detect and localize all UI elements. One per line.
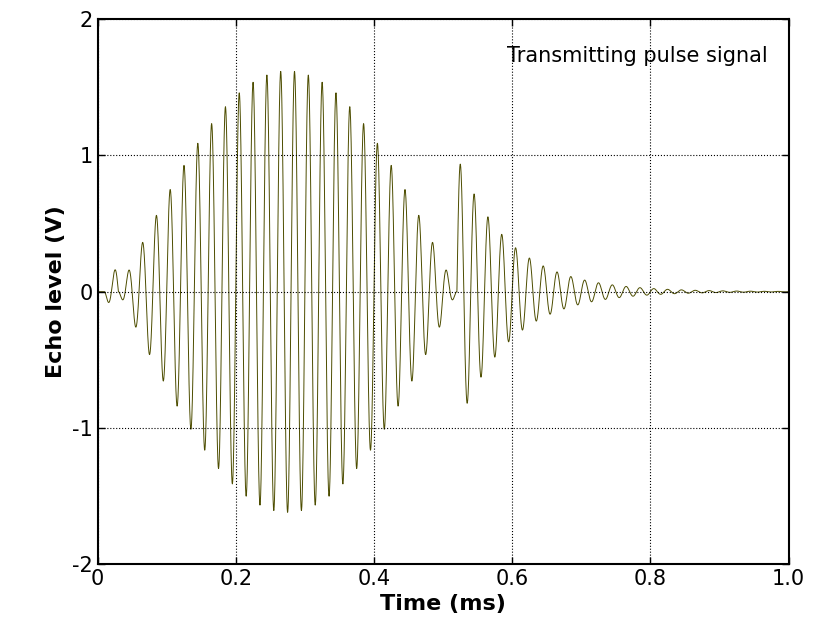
Text: Transmitting pulse signal: Transmitting pulse signal [507,47,767,67]
Y-axis label: Echo level (V): Echo level (V) [46,205,67,378]
X-axis label: Time (ms): Time (ms) [380,594,506,615]
